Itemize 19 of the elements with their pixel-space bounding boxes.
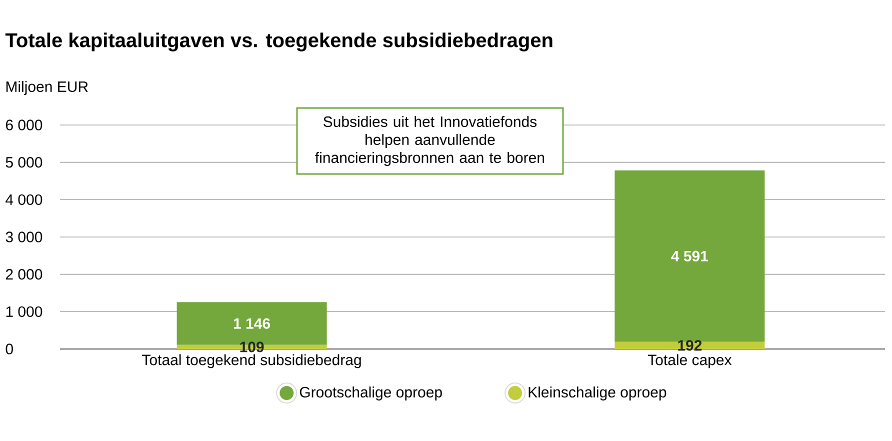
data-label: 1 146 (234, 318, 270, 329)
y-axis-title: Miljoen EUR (6, 81, 88, 95)
y-tick-label: 0 (6, 344, 13, 354)
y-tick-label: 5 000 (6, 157, 42, 168)
data-label: 4 591 (671, 250, 708, 262)
y-tick-label: 1 000 (6, 306, 42, 317)
y-tick-label: 3 000 (6, 232, 42, 242)
chart-title: Totale kapitaaluitgaven vs. toegekende subsidiebedragen (5, 32, 552, 52)
x-tick-label: Totale capex (648, 354, 732, 368)
bar (614, 342, 765, 349)
y-tick-label: 2 000 (6, 269, 42, 280)
x-tick-label: Totaal toegekend subsidiebedrag (142, 354, 361, 368)
annotation: Subsidies uit het Innovatiefonds helpen aanvullende financieringsbronnen aan te boren (315, 116, 544, 166)
y-tick-label: 4 000 (6, 194, 42, 205)
bar (614, 170, 765, 342)
legend-label: Kleinschalige oproep (528, 386, 666, 400)
legend-label: Grootschalige oproep (300, 386, 442, 400)
y-tick-label: 6 000 (6, 120, 42, 130)
data-label: 192 (678, 340, 702, 351)
